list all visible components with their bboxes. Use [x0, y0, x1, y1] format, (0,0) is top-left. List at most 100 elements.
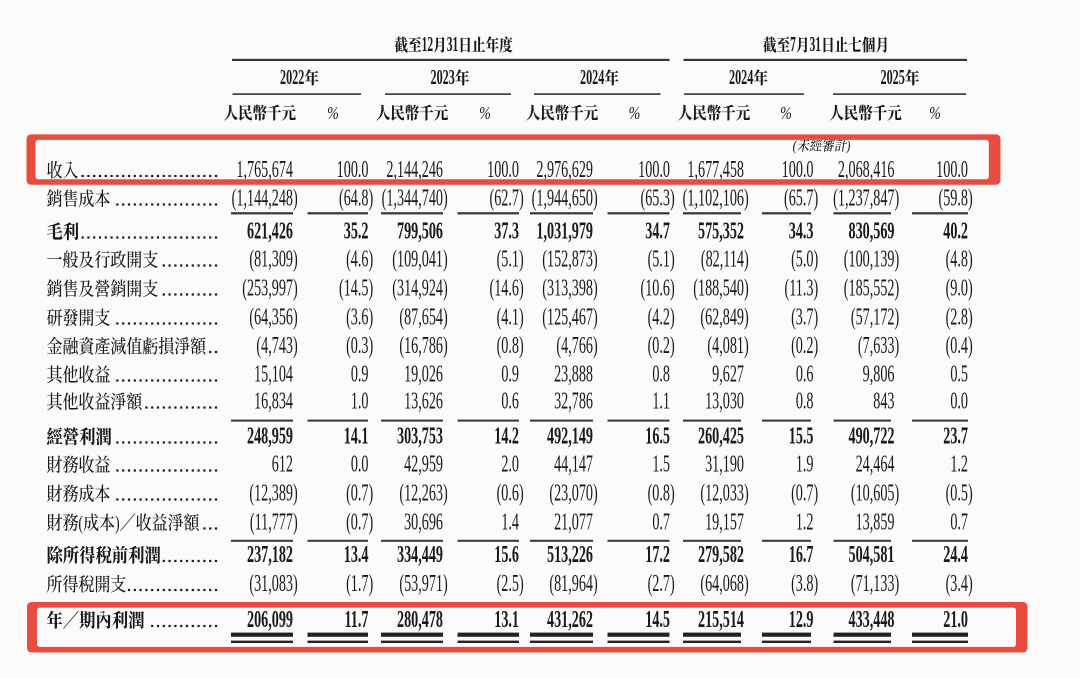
svg-text:12.9: 12.9: [789, 606, 814, 633]
svg-text:14.1: 14.1: [344, 423, 369, 450]
svg-text:(5.0): (5.0): [791, 246, 818, 273]
svg-text:100.0: 100.0: [936, 156, 968, 183]
svg-text:11.7: 11.7: [345, 606, 369, 633]
svg-text:(9.0): (9.0): [946, 275, 973, 302]
svg-text:(65.7): (65.7): [784, 185, 818, 212]
svg-text:(5.1): (5.1): [648, 246, 675, 273]
svg-text:42,959: 42,959: [404, 451, 443, 478]
svg-text:23,888: 23,888: [554, 361, 593, 388]
svg-text:(1,237,847): (1,237,847): [833, 185, 899, 212]
svg-text:(0.6): (0.6): [497, 480, 524, 507]
svg-text:): ): [115, 512, 120, 534]
svg-text:(: (: [78, 512, 83, 534]
svg-text:100.0: 100.0: [487, 156, 519, 183]
svg-text:(185,552): (185,552): [844, 275, 899, 302]
svg-text:237,182: 237,182: [247, 541, 293, 568]
svg-text:34.7: 34.7: [645, 218, 670, 245]
svg-text:(3.6): (3.6): [346, 304, 373, 331]
svg-text:(81,964): (81,964): [549, 570, 597, 597]
svg-text:(253,997): (253,997): [242, 275, 297, 302]
svg-text:492,149: 492,149: [547, 423, 593, 450]
svg-text:(23,070): (23,070): [549, 480, 597, 507]
svg-text:31,190: 31,190: [705, 451, 744, 478]
svg-text:(62.7): (62.7): [490, 185, 524, 212]
svg-text:12: 12: [422, 32, 434, 56]
svg-text:2024: 2024: [580, 66, 605, 89]
svg-text:215,514: 215,514: [698, 606, 744, 633]
svg-text:31: 31: [810, 32, 822, 56]
svg-text:(2.7): (2.7): [648, 570, 675, 597]
svg-text:100.0: 100.0: [337, 156, 369, 183]
svg-text:(1,344,740): (1,344,740): [382, 185, 448, 212]
svg-text:16.5: 16.5: [645, 423, 670, 450]
svg-text:%: %: [629, 105, 641, 124]
svg-text:15.6: 15.6: [494, 541, 519, 568]
svg-text:(0.7): (0.7): [346, 509, 373, 536]
svg-text:2,144,246: 2,144,246: [386, 156, 443, 183]
svg-text:40.2: 40.2: [943, 218, 968, 245]
svg-text:1.2: 1.2: [950, 451, 968, 478]
svg-text:431,262: 431,262: [547, 606, 593, 633]
svg-text:(4.6): (4.6): [346, 246, 373, 273]
svg-text:9,806: 9,806: [863, 361, 895, 388]
svg-text:14.5: 14.5: [645, 606, 670, 633]
svg-text:(62,849): (62,849): [700, 304, 748, 331]
svg-text:280,478: 280,478: [397, 606, 443, 633]
svg-text:(11.3): (11.3): [785, 275, 819, 302]
svg-text:(0.7): (0.7): [346, 480, 373, 507]
svg-text:1.5: 1.5: [652, 451, 670, 478]
svg-text:(2.5): (2.5): [497, 570, 524, 597]
svg-text:0.5: 0.5: [950, 361, 968, 388]
svg-text:(: (: [793, 137, 798, 155]
svg-text:(2.8): (2.8): [946, 304, 973, 331]
svg-text:(11,777): (11,777): [250, 509, 298, 536]
svg-text:0.6: 0.6: [501, 388, 519, 415]
svg-text:(314,924): (314,924): [392, 275, 447, 302]
svg-text:(109,041): (109,041): [392, 246, 447, 273]
svg-text:575,352: 575,352: [698, 218, 744, 245]
svg-text:1.4: 1.4: [501, 509, 519, 536]
svg-text:799,506: 799,506: [397, 218, 443, 245]
svg-text:0.6: 0.6: [796, 361, 814, 388]
svg-text:(4,081): (4,081): [707, 332, 748, 359]
svg-text:(16,786): (16,786): [399, 332, 447, 359]
svg-text:21.0: 21.0: [943, 606, 968, 633]
svg-text:21,077: 21,077: [554, 509, 593, 536]
svg-text:(0.8): (0.8): [648, 480, 675, 507]
svg-text:): ): [846, 137, 851, 155]
svg-text:35.2: 35.2: [344, 218, 369, 245]
svg-text:30,696: 30,696: [404, 509, 443, 536]
svg-text:23.7: 23.7: [943, 423, 968, 450]
svg-text:(3.7): (3.7): [791, 304, 818, 331]
svg-text:504,581: 504,581: [849, 541, 895, 568]
svg-text:37.3: 37.3: [494, 218, 519, 245]
svg-text:(82,114): (82,114): [701, 246, 749, 273]
svg-text:(59.8): (59.8): [939, 185, 973, 212]
svg-text:(1,102,106): (1,102,106): [683, 185, 749, 212]
svg-text:2,068,416: 2,068,416: [838, 156, 895, 183]
svg-text:0.0: 0.0: [950, 388, 968, 415]
svg-text:(3.8): (3.8): [791, 570, 818, 597]
svg-text:(12,389): (12,389): [249, 480, 297, 507]
svg-text:15.5: 15.5: [789, 423, 814, 450]
svg-text:9,627: 9,627: [712, 361, 744, 388]
svg-text:260,425: 260,425: [698, 423, 744, 450]
svg-text:(12,033): (12,033): [700, 480, 748, 507]
svg-text:(4.1): (4.1): [497, 304, 524, 331]
svg-text:(14.6): (14.6): [490, 275, 524, 302]
svg-text:(1.7): (1.7): [346, 570, 373, 597]
svg-text:34.3: 34.3: [789, 218, 814, 245]
svg-text:(71,133): (71,133): [851, 570, 899, 597]
svg-text:303,753: 303,753: [397, 423, 443, 450]
svg-text:31: 31: [447, 32, 459, 56]
svg-text:279,582: 279,582: [698, 541, 744, 568]
svg-text:0.9: 0.9: [351, 361, 369, 388]
svg-text:2023: 2023: [431, 66, 455, 89]
svg-text:15,104: 15,104: [254, 361, 293, 388]
svg-text:(57,172): (57,172): [851, 304, 899, 331]
svg-text:(7,633): (7,633): [858, 332, 899, 359]
svg-text:2.0: 2.0: [501, 451, 519, 478]
svg-text:14.2: 14.2: [494, 423, 519, 450]
svg-text:(53,971): (53,971): [399, 570, 447, 597]
svg-text:0.8: 0.8: [796, 388, 814, 415]
